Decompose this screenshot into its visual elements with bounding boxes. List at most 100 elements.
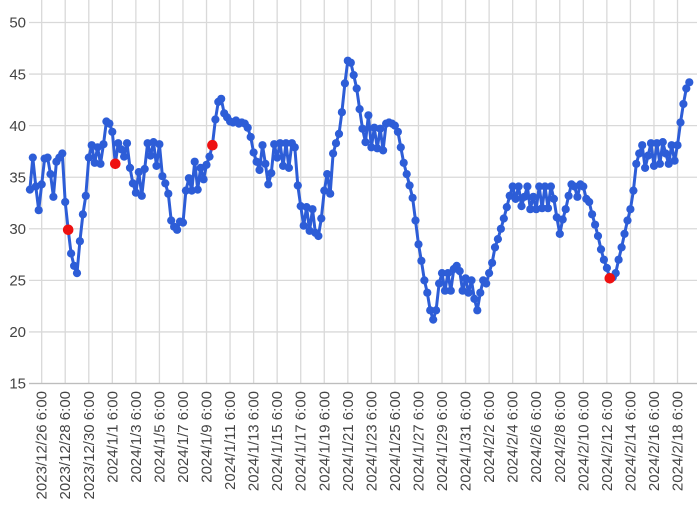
data-point — [276, 139, 285, 148]
data-point — [290, 143, 299, 152]
data-point — [273, 153, 282, 162]
x-axis-tick-label: 2023/12/30 6:00 — [81, 391, 98, 499]
x-axis-tick-label: 2023/12/26 6:00 — [34, 391, 51, 499]
x-axis-labels: 2023/12/26 6:00 2023/12/28 6:00 2023/12/30… — [34, 391, 687, 499]
data-point — [358, 124, 367, 133]
data-point — [517, 202, 526, 211]
data-point — [596, 245, 606, 254]
data-point — [352, 84, 361, 93]
data-point — [561, 205, 570, 214]
data-point — [429, 315, 438, 324]
x-axis-tick-label: 2024/1/17 6:00 — [293, 391, 310, 491]
data-point — [535, 182, 544, 191]
data-point — [120, 152, 129, 161]
data-point — [526, 205, 535, 214]
data-point — [546, 182, 556, 191]
data-point — [508, 182, 517, 191]
data-point — [673, 141, 682, 150]
data-point — [355, 105, 364, 114]
x-axis-tick-label: 2024/1/21 6:00 — [340, 391, 357, 491]
highlight-point — [604, 273, 616, 284]
data-point — [155, 140, 164, 149]
data-point — [493, 235, 502, 244]
data-point — [658, 138, 667, 147]
data-point — [37, 180, 46, 189]
data-point — [108, 127, 117, 136]
data-point — [549, 194, 559, 203]
data-point — [440, 286, 450, 295]
data-point — [158, 172, 167, 181]
x-axis-tick-label: 2024/1/11 6:00 — [222, 391, 239, 490]
data-point — [543, 204, 553, 213]
data-point — [499, 214, 508, 223]
x-axis-tick-label: 2024/2/12 6:00 — [599, 391, 616, 491]
data-point — [199, 175, 208, 184]
data-point — [140, 164, 149, 174]
data-point — [538, 204, 547, 213]
data-point — [685, 78, 694, 87]
data-point — [514, 182, 523, 191]
data-point — [437, 269, 447, 278]
data-point — [423, 288, 432, 297]
data-point — [426, 306, 435, 315]
y-axis-tick-label: 50 — [9, 15, 26, 32]
x-axis-tick-label: 2024/1/13 6:00 — [246, 391, 263, 491]
x-axis-tick-label: 2024/1/19 6:00 — [316, 391, 333, 491]
data-point — [573, 192, 582, 201]
data-point — [635, 149, 644, 158]
data-point — [205, 152, 214, 161]
x-axis-tick-label: 2024/2/4 6:00 — [505, 391, 522, 483]
x-axis-tick-label: 2024/1/23 6:00 — [363, 391, 380, 491]
data-point — [614, 255, 623, 264]
data-point — [246, 132, 255, 142]
y-axis-tick-label: 35 — [9, 169, 26, 186]
data-point — [644, 151, 653, 160]
data-point — [529, 192, 538, 201]
data-point — [334, 129, 344, 138]
data-point — [267, 169, 276, 178]
data-point — [284, 163, 293, 172]
x-axis-tick-label: 2024/1/31 6:00 — [458, 391, 475, 491]
data-point — [264, 180, 273, 189]
data-point — [161, 179, 170, 188]
data-point — [632, 159, 641, 168]
data-point — [579, 182, 588, 191]
data-point — [520, 192, 529, 201]
data-point — [585, 197, 594, 207]
data-point — [602, 263, 612, 273]
data-point — [314, 231, 323, 241]
data-point — [78, 210, 87, 219]
data-point — [446, 286, 455, 295]
y-axis-tick-label: 30 — [9, 221, 26, 238]
data-point — [558, 215, 567, 224]
data-point — [72, 269, 82, 278]
x-axis-tick-label: 2024/1/5 6:00 — [151, 391, 168, 483]
data-point — [202, 160, 211, 169]
data-point-markers — [25, 56, 694, 324]
data-point — [178, 218, 188, 227]
data-point — [540, 182, 550, 191]
data-point — [488, 258, 497, 267]
data-point — [646, 139, 656, 148]
data-point — [281, 139, 291, 148]
data-point — [128, 179, 137, 188]
x-axis-tick-label: 2024/2/16 6:00 — [646, 391, 663, 491]
data-point — [193, 185, 202, 194]
data-point — [482, 279, 491, 288]
data-point — [105, 119, 114, 128]
data-point — [331, 139, 341, 148]
data-point — [620, 229, 629, 238]
data-point — [599, 255, 609, 264]
data-point — [405, 181, 414, 190]
data-point — [467, 276, 476, 285]
data-point — [682, 84, 691, 93]
data-point — [46, 170, 55, 179]
data-point — [323, 170, 332, 179]
data-point — [396, 143, 405, 152]
data-point — [349, 71, 358, 80]
y-axis-tick-label: 15 — [9, 376, 26, 393]
data-point — [588, 210, 597, 219]
data-point — [485, 269, 494, 278]
data-point — [455, 267, 464, 276]
